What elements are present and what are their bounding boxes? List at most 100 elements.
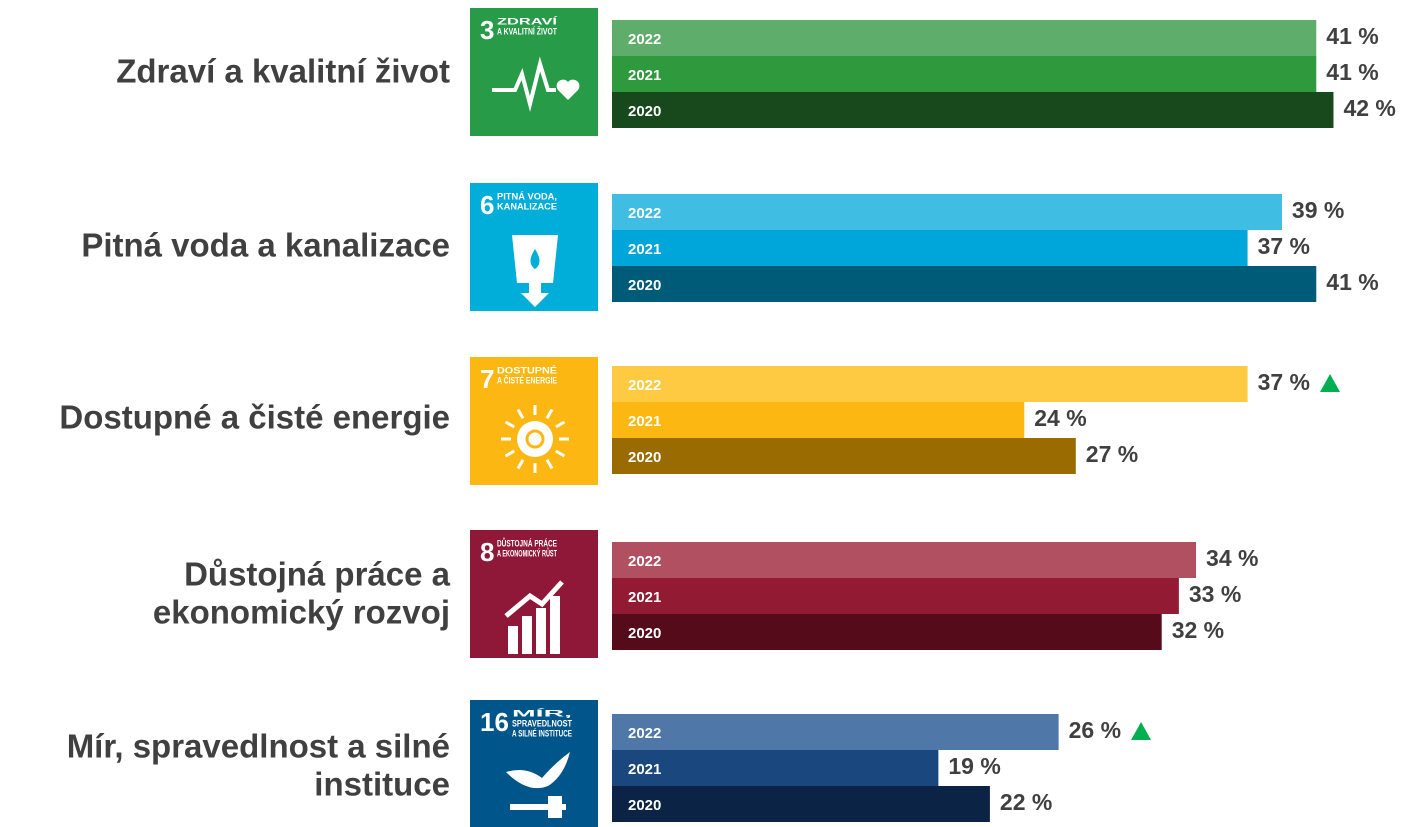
sdg-number: 6 [480,190,494,220]
sdg-title: DOSTUPNÉ [497,365,557,375]
value-label: 39 % [1292,197,1344,223]
sdg-title: A KVALITNÍ ŽIVOT [497,25,557,36]
bar [612,366,1248,402]
bar-category: 2020 [628,449,661,466]
icon-art [504,580,564,618]
icon-art [492,56,556,112]
bar-category: 2020 [628,625,661,642]
sdg-icon [470,530,598,658]
value-label: 41 % [1326,23,1378,49]
bar [612,266,1317,302]
icon-art [516,408,525,419]
bar-category: 2022 [628,31,661,48]
icon-art [525,429,545,449]
value-label: 27 % [1086,441,1138,467]
icon-art [545,408,554,419]
sdg-title: DŮSTOJNÁ PRÁCE [497,537,557,548]
bar-category: 2021 [628,413,661,430]
icon-art [555,449,566,458]
bar [612,578,1179,614]
icon-art [504,420,515,429]
bar-category: 2022 [628,205,661,222]
bar-category: 2021 [628,589,661,606]
bar-category: 2021 [628,241,661,258]
sdg-title: SPRAVEDLNOST [512,718,572,728]
icon-art [550,596,560,654]
bar-category: 2022 [628,377,661,394]
group: Pitná voda a kanalizace 6 PITNÁ VODA,KANAL… [81,183,1379,311]
icon-art [512,235,558,307]
value-label: 34 % [1206,545,1258,571]
bar [612,614,1162,650]
icon-art [517,421,553,457]
bar [612,542,1197,578]
bar-category: 2021 [628,761,661,778]
value-label: 24 % [1034,405,1086,431]
icon-art [555,420,566,429]
icon-art [536,608,546,654]
value-label: 37 % [1258,233,1310,259]
group-label: Zdraví a kvalitní život [116,53,450,90]
sdg-title: ZDRAVÍ [497,16,558,26]
icon-art [510,804,566,810]
bar-category: 2020 [628,103,661,120]
value-label: 41 % [1326,59,1378,85]
icon-art [545,459,554,470]
value-label: 42 % [1343,95,1395,121]
bar [612,194,1282,230]
value-label: 37 % [1258,369,1310,395]
sdg-number: 3 [480,15,494,45]
value-label: 22 % [1000,789,1052,815]
icon-art [506,752,570,789]
value-label: 26 % [1069,717,1121,743]
bar [612,56,1317,92]
group-label: Dostupné a čisté energie [59,399,450,436]
value-label: 32 % [1172,617,1224,643]
bar-category: 2022 [628,553,661,570]
bar [612,230,1248,266]
icon-art [516,459,525,470]
value-label: 41 % [1326,269,1378,295]
icon-art [522,616,532,654]
sdg-title: A ČISTÉ ENERGIE [497,374,557,385]
icon-art [504,449,515,458]
group-label: Mír, spravedlnost a silné [67,728,450,765]
sdg-number: 7 [480,364,494,394]
group-label: Důstojná práce a [184,556,451,593]
icon-art [508,626,518,654]
bar [612,786,990,822]
icon-art [556,79,580,100]
value-label: 33 % [1189,581,1241,607]
sdg-title: KANALIZACE [497,201,557,211]
group-label: Pitná voda a kanalizace [81,227,450,264]
bar [612,750,939,786]
bar-category: 2020 [628,797,661,814]
up-marker [1320,374,1341,392]
bar-category: 2021 [628,67,661,84]
bar-category: 2022 [628,725,661,742]
bar [612,92,1334,128]
value-label: 19 % [948,753,1000,779]
group-label: ekonomický rozvoj [153,594,450,631]
bar [612,20,1317,56]
bar-category: 2020 [628,277,661,294]
up-marker [1131,722,1152,740]
group-label: instituce [314,766,450,803]
sdg-title: A SILNÉ INSTITUCE [512,728,572,738]
icon-art [548,796,562,818]
sdg-title: PITNÁ VODA, [497,191,557,201]
bar [612,714,1059,750]
bar [612,438,1076,474]
sdg-title: A EKONOMICKÝ RŮST [497,547,557,558]
sdg-icon [470,8,598,136]
icon-art [530,249,540,269]
bar [612,402,1025,438]
sdg-number: 16 [480,707,509,737]
sdg-number: 8 [480,537,494,567]
sdg-title: MÍR, [512,708,572,718]
